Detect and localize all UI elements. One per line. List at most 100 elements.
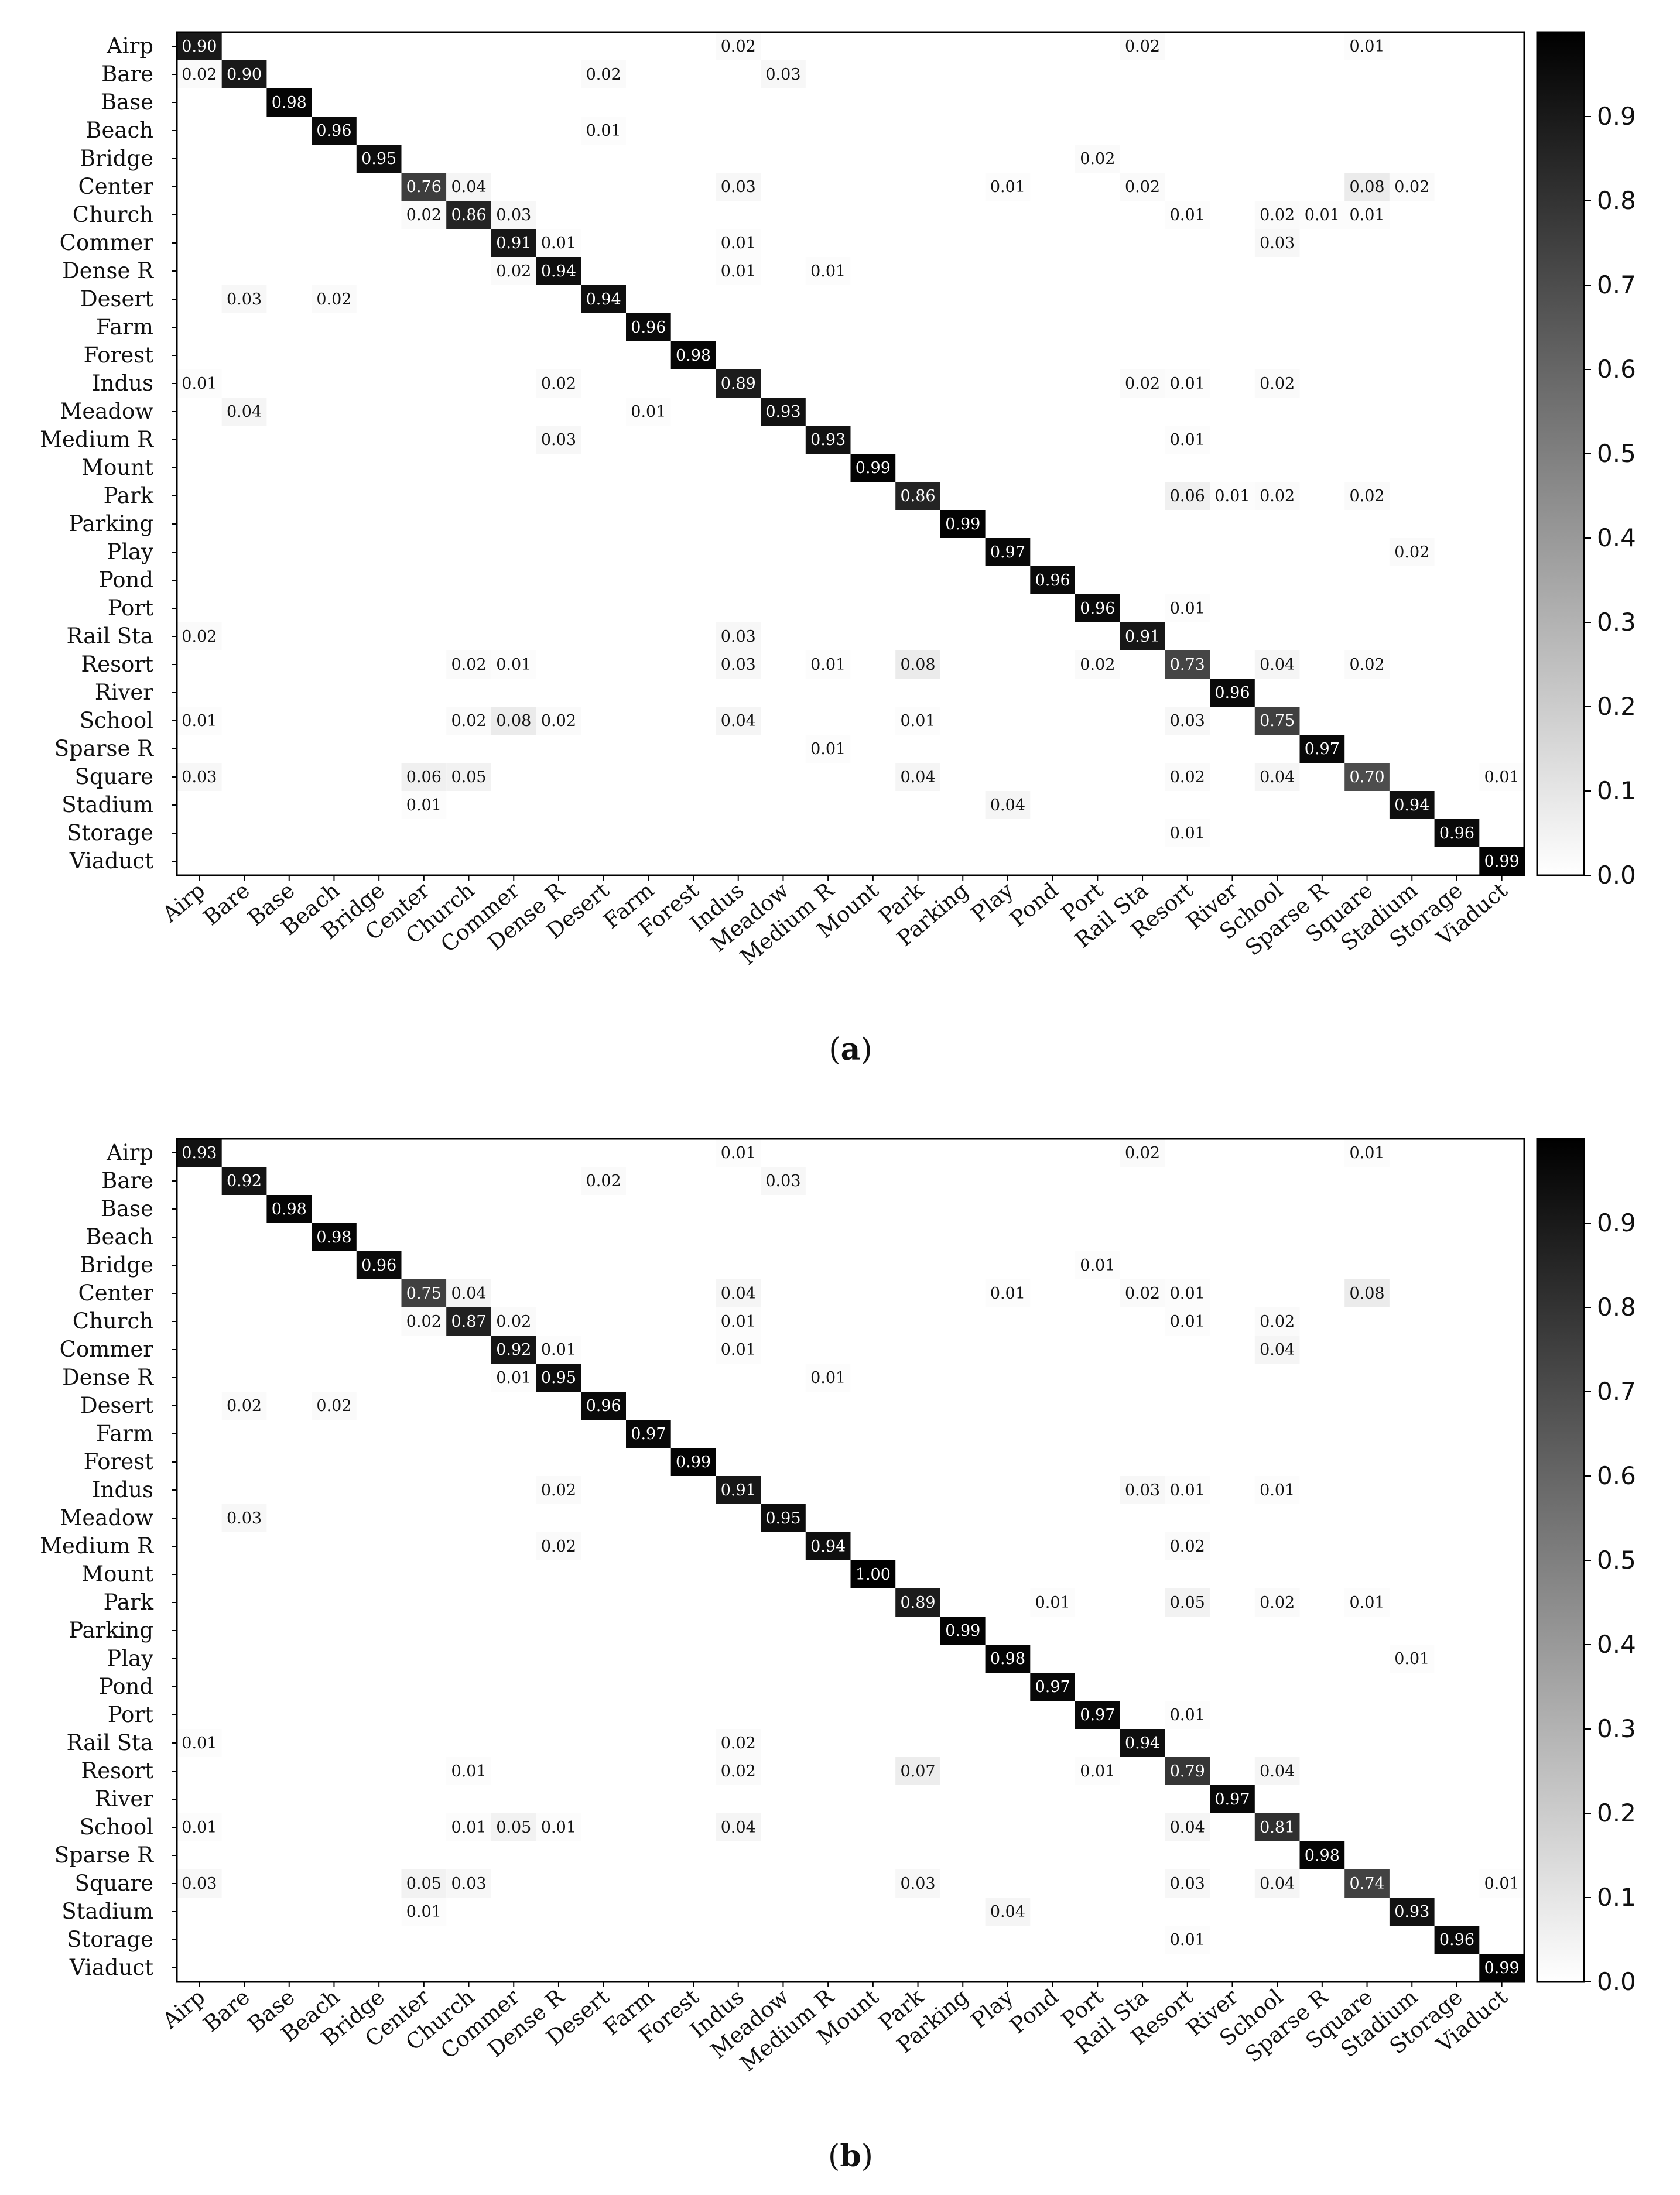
plot-frame <box>176 1138 1525 1983</box>
row-label-commer: Commer <box>60 1337 154 1362</box>
colorbar-tick-label: 0.9 <box>1597 102 1636 131</box>
cell-value-label: 0.97 <box>1214 1790 1250 1809</box>
heatmap-cell <box>177 763 222 791</box>
heatmap-cell <box>221 1167 267 1195</box>
row-label-medium-r: Medium R <box>40 427 154 452</box>
cell-value-label: 0.06 <box>406 768 442 786</box>
heatmap-cell <box>895 707 940 735</box>
cell-value-label: 0.02 <box>1394 178 1429 196</box>
cell-value-label: 0.91 <box>721 1481 756 1499</box>
heatmap-cell <box>716 707 761 735</box>
row-label-sparse-r: Sparse R <box>54 1843 154 1868</box>
heatmap-cell <box>446 1813 491 1841</box>
heatmap-cell <box>761 1504 806 1532</box>
heatmap-cell <box>895 482 940 510</box>
heatmap-cell <box>716 1139 761 1167</box>
row-label-base: Base <box>101 90 153 115</box>
heatmap-cell <box>1120 369 1165 398</box>
cell-value-label: 0.02 <box>1394 543 1429 561</box>
heatmap-cell <box>1120 622 1165 650</box>
heatmap-cell <box>895 1757 940 1785</box>
heatmap-cell <box>1165 1476 1210 1504</box>
heatmap-cell <box>491 1364 536 1392</box>
heatmap-cell <box>1210 1785 1255 1813</box>
cell-value-label: 0.01 <box>182 375 217 393</box>
row-label-square: Square <box>74 764 153 789</box>
heatmap-cell <box>985 173 1031 201</box>
cell-value-label: 0.94 <box>541 262 576 280</box>
colorbar-tick-label: 0.8 <box>1597 1293 1636 1321</box>
cell-value-label: 0.01 <box>406 1903 442 1921</box>
heatmap-cell <box>266 88 312 117</box>
cell-value-label: 0.01 <box>1170 206 1205 224</box>
cell-value-label: 0.08 <box>1349 1285 1384 1303</box>
cell-value-label: 0.04 <box>900 768 935 786</box>
heatmap-cell <box>895 1869 940 1898</box>
heatmap-cell <box>1254 1588 1300 1617</box>
heatmap-cell <box>1479 1954 1524 1982</box>
colorbar-tick-label: 0.5 <box>1597 1546 1636 1574</box>
cell-value-label: 0.95 <box>765 1509 800 1528</box>
cell-value-label: 0.99 <box>945 515 980 533</box>
heatmap-cell <box>716 622 761 650</box>
cell-value-label: 0.92 <box>227 1172 262 1190</box>
cell-value-label: 0.99 <box>676 1453 711 1471</box>
cell-value-label: 0.02 <box>541 1537 576 1556</box>
row-label-commer: Commer <box>60 230 154 255</box>
row-label-port: Port <box>108 1702 153 1727</box>
heatmap-cell <box>1165 594 1210 622</box>
heatmap-cell <box>1254 369 1300 398</box>
cell-value-label: 0.01 <box>496 656 531 674</box>
cell-value-label: 0.03 <box>541 431 576 449</box>
row-label-rail-sta: Rail Sta <box>67 624 153 649</box>
row-label-church: Church <box>73 202 153 227</box>
cell-value-label: 0.04 <box>721 1819 756 1837</box>
heatmap-cell <box>626 1420 671 1448</box>
row-label-bare: Bare <box>101 1168 153 1193</box>
heatmap-cell <box>1299 201 1345 229</box>
cell-value-label: 0.91 <box>496 234 531 252</box>
heatmap-cell <box>1075 650 1120 679</box>
cell-value-label: 0.01 <box>810 740 846 758</box>
cell-value-label: 0.01 <box>1484 768 1520 786</box>
row-label-pond: Pond <box>99 567 153 593</box>
cell-value-label: 0.03 <box>227 1509 262 1528</box>
row-label-viaduct: Viaduct <box>69 1955 153 1980</box>
heatmap-cell <box>221 1504 267 1532</box>
heatmap-cell <box>446 201 491 229</box>
cell-value-label: 0.98 <box>272 94 307 112</box>
cell-value-label: 0.01 <box>1170 1706 1205 1724</box>
row-label-indus: Indus <box>92 371 153 396</box>
heatmap-cell <box>1165 1757 1210 1785</box>
cell-value-label: 0.01 <box>990 178 1025 196</box>
row-label-desert: Desert <box>80 286 153 311</box>
heatmap-cell <box>670 341 716 369</box>
heatmap-cell <box>850 454 896 482</box>
cell-value-label: 0.02 <box>586 66 621 84</box>
heatmap-cell <box>446 173 491 201</box>
heatmap-cell <box>1479 763 1524 791</box>
cell-value-label: 0.96 <box>361 1256 396 1275</box>
row-label-play: Play <box>107 1646 153 1671</box>
cell-value-label: 0.01 <box>451 1762 486 1780</box>
cell-value-label: 0.01 <box>1170 1931 1205 1949</box>
col-label-bare: Bare <box>199 878 255 930</box>
heatmap-cell <box>401 1898 447 1926</box>
col-label-pond: Pond <box>1005 1984 1063 2039</box>
cell-value-label: 0.01 <box>1349 37 1384 56</box>
cell-value-label: 0.04 <box>990 1903 1025 1921</box>
cell-value-label: 1.00 <box>856 1566 891 1584</box>
row-label-mount: Mount <box>81 455 153 480</box>
cell-value-label: 0.97 <box>1035 1678 1070 1696</box>
cell-value-label: 0.03 <box>765 66 800 84</box>
heatmap-cell <box>1120 173 1165 201</box>
cell-value-label: 0.70 <box>1349 768 1384 786</box>
cell-value-label: 0.99 <box>1484 852 1520 871</box>
heatmap-cell <box>177 1869 222 1898</box>
heatmap-cell <box>491 1307 536 1336</box>
heatmap-cell <box>177 1813 222 1841</box>
heatmap-cell <box>581 1392 626 1420</box>
heatmap-cell <box>716 1729 761 1757</box>
heatmap-cell <box>581 285 626 313</box>
row-label-forest: Forest <box>84 1449 153 1474</box>
